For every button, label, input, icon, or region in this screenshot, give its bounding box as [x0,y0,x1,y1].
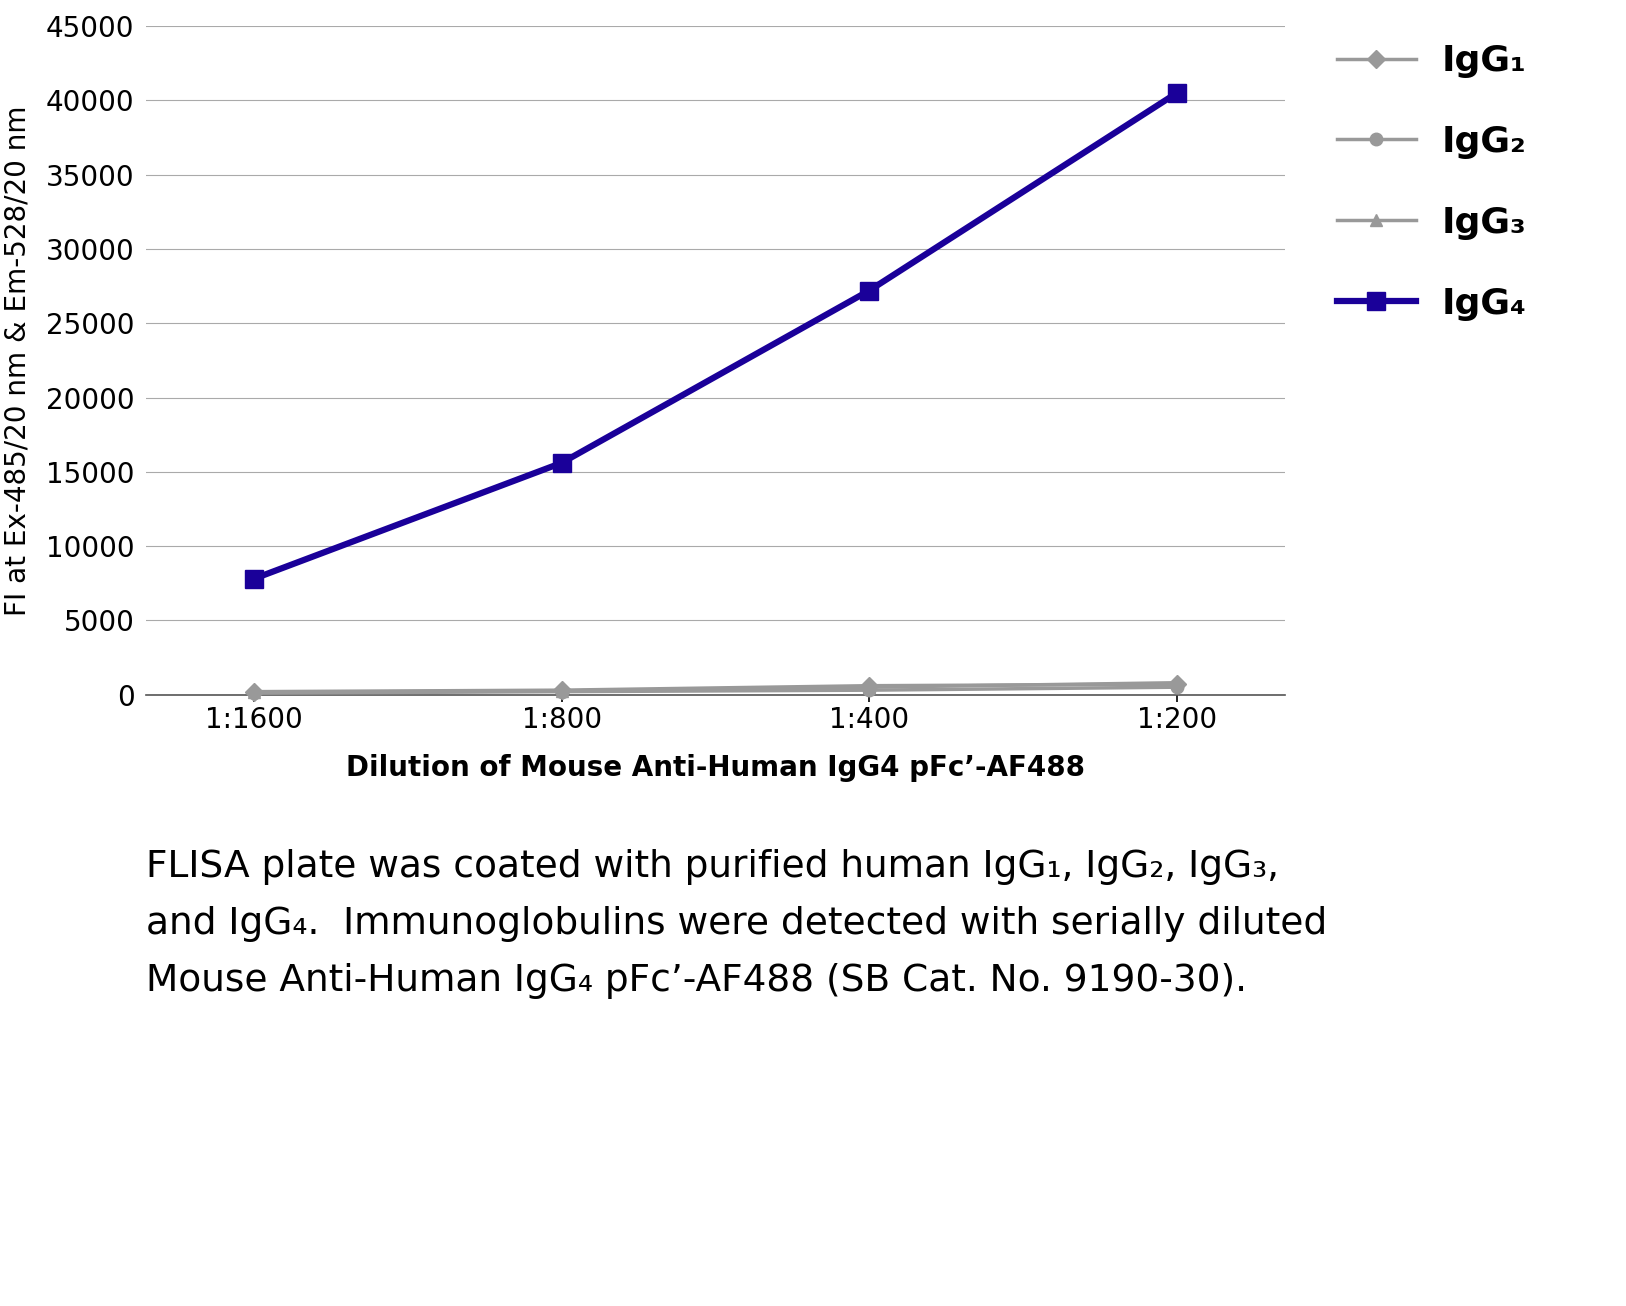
X-axis label: Dilution of Mouse Anti-Human IgG4 pFc’-AF488: Dilution of Mouse Anti-Human IgG4 pFc’-A… [346,754,1085,782]
Text: FLISA plate was coated with purified human IgG₁, IgG₂, IgG₃,
and IgG₄.  Immunogl: FLISA plate was coated with purified hum… [146,849,1327,999]
Y-axis label: FI at Ex-485/20 nm & Em-528/20 nm: FI at Ex-485/20 nm & Em-528/20 nm [3,104,33,615]
Legend: IgG₁, IgG₂, IgG₃, IgG₄: IgG₁, IgG₂, IgG₃, IgG₄ [1337,44,1527,321]
